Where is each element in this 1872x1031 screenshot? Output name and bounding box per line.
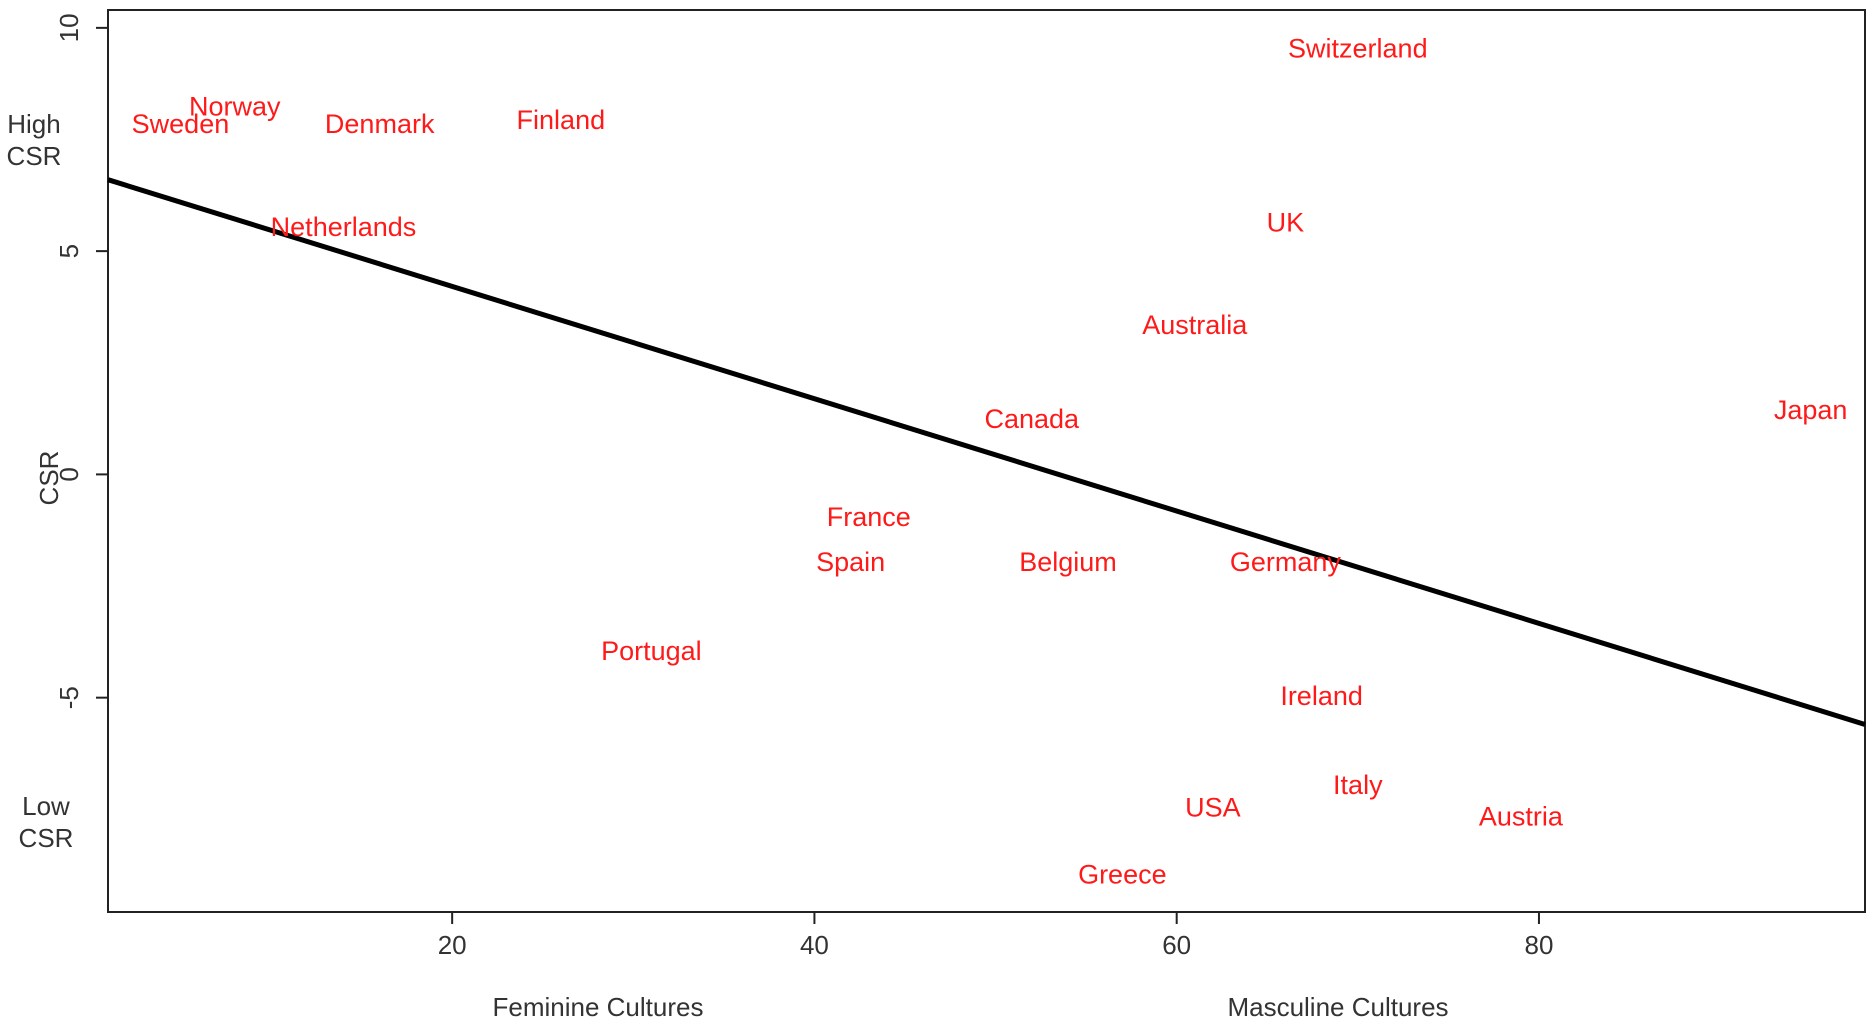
regression-line (107, 177, 1866, 727)
y-axis-low-label: Low CSR (19, 791, 74, 853)
axis-ticks: 20 40 60 80 -5 0 5 10 (54, 13, 1553, 960)
point-label-belgium: Belgium (1019, 547, 1117, 577)
x-tick-label: 80 (1524, 930, 1553, 960)
point-label-australia: Australia (1142, 310, 1248, 340)
x-axis-label-feminine: Feminine Cultures (493, 992, 704, 1022)
point-label-portugal: Portugal (601, 636, 702, 666)
y-axis-label: CSR (34, 451, 64, 506)
point-label-netherlands: Netherlands (271, 212, 417, 242)
y-tick-label: 5 (54, 244, 84, 258)
point-label-sweden: Sweden (132, 109, 230, 139)
plot-area-frame (107, 9, 1866, 913)
x-tick-label: 40 (800, 930, 829, 960)
point-label-japan: Japan (1774, 395, 1848, 425)
y-tick-label: 10 (54, 13, 84, 42)
y-tick-label: -5 (54, 686, 84, 709)
point-label-spain: Spain (816, 547, 885, 577)
point-label-canada: Canada (984, 404, 1080, 434)
point-label-denmark: Denmark (325, 109, 435, 139)
point-label-norway: Norway (189, 91, 281, 121)
x-tick-label: 60 (1162, 930, 1191, 960)
point-label-switzerland: Switzerland (1288, 33, 1428, 63)
point-label-austria: Austria (1479, 801, 1564, 831)
point-label-usa: USA (1185, 792, 1241, 822)
point-label-uk: UK (1267, 207, 1305, 237)
y-tick-label: 0 (54, 467, 84, 481)
y-axis-high-label: High CSR (7, 109, 62, 171)
x-tick-label: 20 (438, 930, 467, 960)
point-label-germany: Germany (1230, 547, 1342, 577)
point-label-finland: Finland (517, 105, 606, 135)
point-label-greece: Greece (1078, 859, 1167, 889)
x-axis-label-masculine: Masculine Cultures (1227, 992, 1448, 1022)
point-label-italy: Italy (1333, 770, 1383, 800)
point-label-ireland: Ireland (1280, 681, 1363, 711)
point-label-france: France (827, 502, 911, 532)
